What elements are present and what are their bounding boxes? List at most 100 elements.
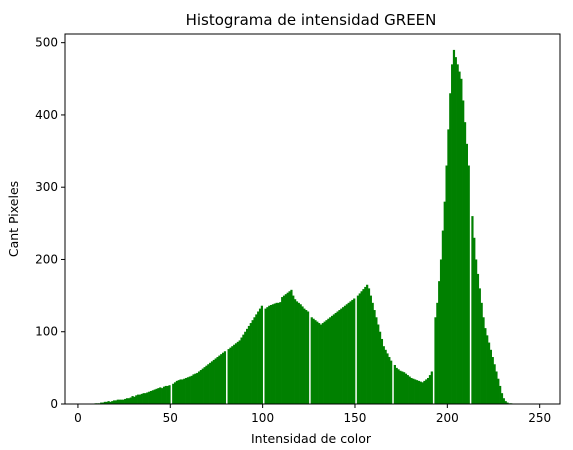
histogram-bar (436, 302, 439, 404)
histogram-bar (500, 393, 504, 404)
histogram-bar (164, 385, 167, 404)
y-tick-label: 200 (35, 252, 58, 266)
histogram-bar (116, 399, 119, 404)
x-tick-label: 0 (74, 411, 82, 425)
x-axis-label: Intensidad de color (251, 431, 372, 446)
histogram-bar (205, 365, 208, 404)
histogram-bar (100, 402, 103, 404)
histogram-bar (393, 364, 396, 404)
histogram-bar (238, 340, 241, 404)
histogram-bar (109, 401, 112, 404)
histogram-bar (249, 323, 252, 404)
histogram-bar (438, 281, 441, 404)
histogram-bar (334, 312, 337, 404)
histogram-bar (111, 401, 114, 404)
histogram-bar (137, 394, 140, 404)
histogram-bar (186, 377, 190, 404)
histogram-bar (419, 381, 422, 404)
histogram-bar (397, 369, 400, 404)
histogram-bar (284, 294, 287, 404)
histogram-bar (153, 389, 156, 404)
histogram-bar (146, 392, 149, 404)
histogram-bar (277, 302, 280, 404)
histogram-bar (124, 398, 127, 404)
histogram-bar (493, 364, 496, 404)
histogram-bar (105, 401, 108, 404)
histogram-bar (465, 143, 468, 404)
histogram-bar (140, 393, 143, 404)
histogram-bar (378, 331, 382, 404)
histogram-bar (458, 71, 461, 404)
histogram-bar (373, 310, 376, 404)
histogram-bar (155, 388, 158, 404)
histogram-bar (292, 295, 295, 404)
histogram-bar (399, 370, 402, 404)
histogram-bar (425, 379, 428, 404)
histogram-bar (275, 302, 278, 404)
histogram-bar (172, 383, 175, 404)
histogram-bar (203, 367, 206, 404)
histogram-bar (412, 378, 415, 404)
histogram-bar (342, 307, 345, 404)
histogram-bar (103, 401, 106, 404)
histogram-bar (199, 370, 203, 404)
y-tick-label: 400 (35, 108, 58, 122)
histogram-bar (114, 400, 118, 404)
histogram-bar (347, 302, 350, 404)
histogram-bar (491, 357, 494, 404)
histogram-bar (242, 334, 245, 405)
y-tick-label: 500 (35, 36, 58, 50)
histogram-bar (122, 399, 125, 404)
histogram-bar (486, 335, 489, 404)
histogram-bar (192, 374, 195, 404)
histogram-bar (395, 367, 398, 404)
histogram-bar (183, 378, 186, 404)
histogram-bar (135, 395, 138, 404)
histogram-bar (244, 331, 247, 404)
histogram-bar (356, 295, 360, 404)
histogram-bar (113, 400, 116, 404)
histogram-bar (452, 49, 456, 405)
histogram-bar (168, 385, 171, 404)
histogram-bar (251, 320, 254, 404)
histogram-bar (502, 398, 505, 404)
histogram-bar (138, 394, 142, 404)
histogram-bar (408, 376, 411, 404)
histogram-bar (216, 357, 219, 404)
x-tick-label: 50 (163, 411, 178, 425)
histogram-bar (471, 216, 474, 404)
histogram-bar (445, 165, 448, 404)
histogram-bar (220, 354, 223, 404)
histogram-bar (303, 308, 306, 404)
histogram-bar (288, 291, 291, 404)
histogram-bar (209, 362, 212, 404)
histogram-bar (236, 341, 239, 404)
y-axis-label: Cant Pixeles (6, 181, 21, 257)
histogram-bar (441, 230, 444, 404)
histogram-bar (386, 353, 389, 404)
histogram-bar (181, 379, 184, 404)
histogram-bar (332, 314, 336, 404)
y-tick-label: 300 (35, 180, 58, 194)
histogram-bar (325, 320, 328, 404)
histogram-bar (177, 380, 180, 404)
histogram-bar (439, 259, 443, 404)
histogram-bar (233, 344, 236, 404)
histogram-bar (257, 311, 260, 404)
histogram-bar (162, 386, 166, 404)
histogram-bar (157, 388, 160, 404)
histogram-bar (231, 346, 234, 404)
histogram-bar (286, 292, 289, 404)
histogram-bar (456, 64, 459, 404)
histogram-bar (460, 78, 463, 405)
histogram-bar (125, 398, 129, 404)
histogram-bar (476, 273, 480, 404)
histogram-bar (218, 355, 221, 404)
histogram-bar (166, 385, 169, 404)
histogram-bar (336, 311, 339, 404)
histogram-bar (497, 378, 500, 404)
histogram-bar (253, 317, 256, 404)
histogram-bar (463, 122, 467, 404)
histogram-bar (190, 375, 193, 404)
histogram-bar (323, 321, 326, 404)
